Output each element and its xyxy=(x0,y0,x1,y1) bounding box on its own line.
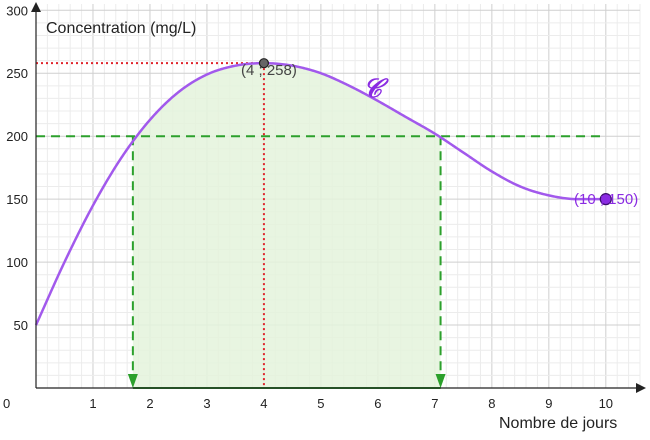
end-point-label: (10 ; 150) xyxy=(574,191,638,208)
x-tick-label: 4 xyxy=(260,396,267,411)
x-axis-arrow xyxy=(636,383,646,393)
x-tick-label: 9 xyxy=(545,396,552,411)
shaded-area xyxy=(132,63,441,389)
y-tick-label: 300 xyxy=(6,3,28,18)
y-tick-label: 100 xyxy=(6,255,28,270)
x-tick-label: 6 xyxy=(374,396,381,411)
x-tick-label: 8 xyxy=(488,396,495,411)
x-tick-label: 1 xyxy=(89,396,96,411)
curve-name-label: 𝒞 xyxy=(363,74,389,104)
axes xyxy=(31,2,646,393)
max-point-label: (4 ; 258) xyxy=(241,62,297,79)
y-tick-label: 250 xyxy=(6,66,28,81)
shaded-area-fill xyxy=(132,63,441,389)
y-tick-label: 150 xyxy=(6,192,28,207)
curve-layer xyxy=(34,61,606,326)
point-markers xyxy=(258,58,612,206)
x-axis-title: Nombre de jours xyxy=(499,415,617,432)
threshold-arrowhead xyxy=(127,374,138,388)
x-tick-label: 2 xyxy=(146,396,153,411)
x-tick-label: 7 xyxy=(431,396,438,411)
y-tick-label: 50 xyxy=(14,318,28,333)
y-axis-title: Concentration (mg/L) xyxy=(46,20,196,37)
tick-labels: 0 1 2 3 4 5 6 7 8 9 10 50 100 150 200 250 300 xyxy=(3,3,613,411)
threshold-arrowhead xyxy=(435,374,446,388)
x-tick-label: 3 xyxy=(203,396,210,411)
x-tick-label: 5 xyxy=(317,396,324,411)
y-tick-label: 200 xyxy=(6,129,28,144)
x-tick-label: 10 xyxy=(599,396,613,411)
x-tick-label: 0 xyxy=(3,396,10,411)
curve-c-line xyxy=(34,61,606,326)
y-axis-arrow xyxy=(31,2,41,12)
max-point-marker xyxy=(258,58,270,69)
end-point-marker xyxy=(599,193,612,206)
